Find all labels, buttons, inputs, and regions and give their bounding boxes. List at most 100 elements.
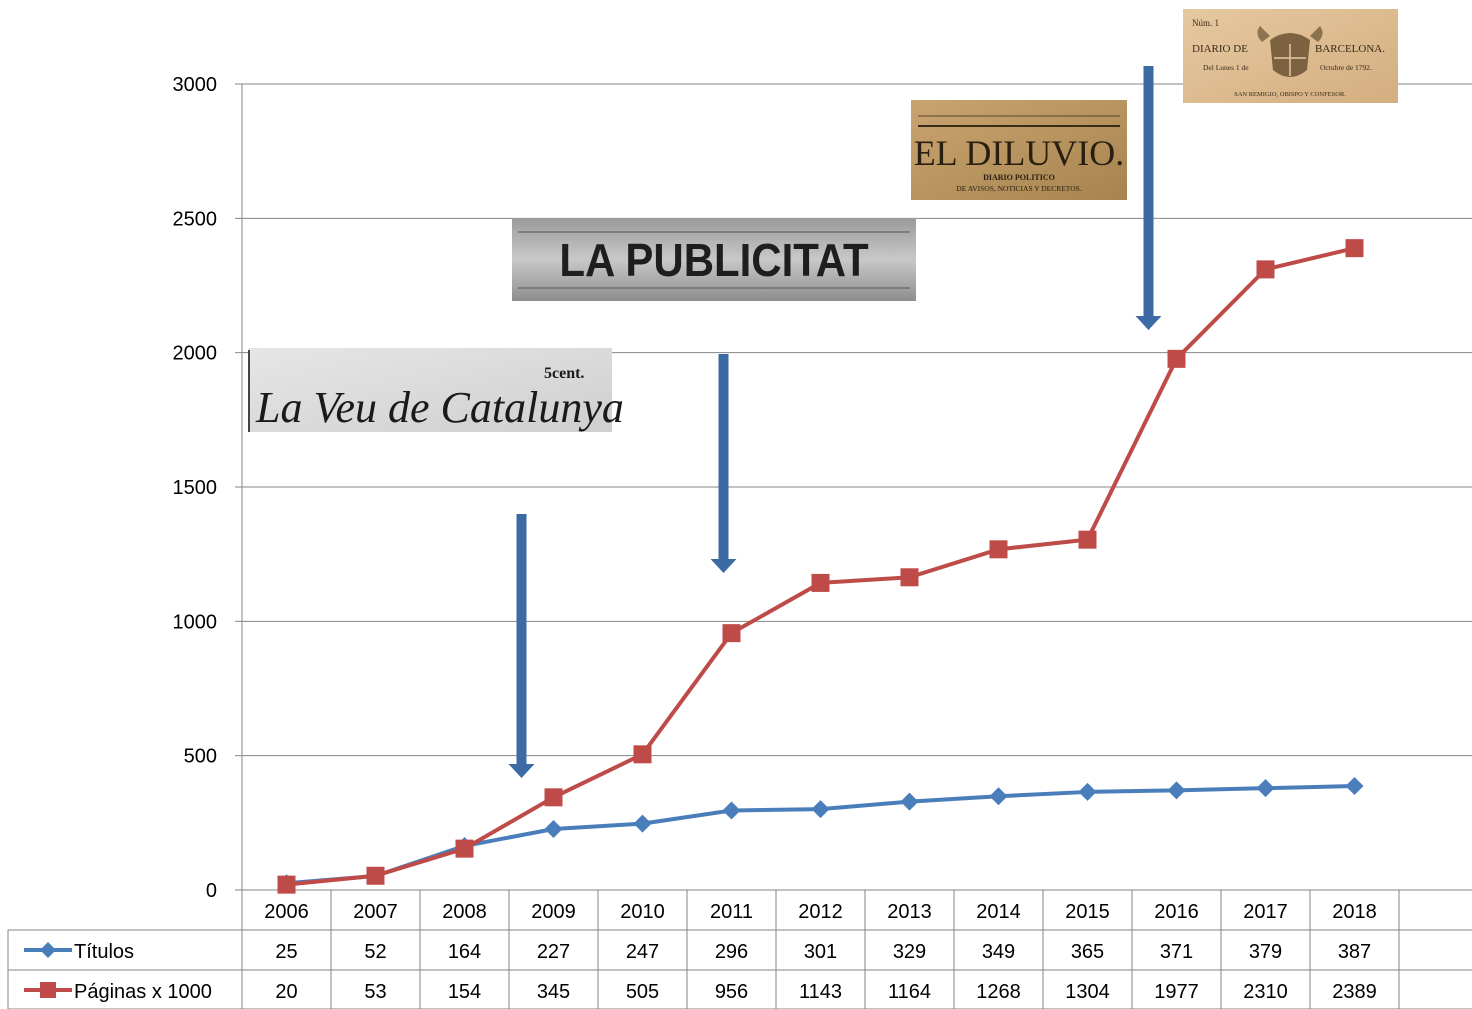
y-axis-tick-labels: 0 500 1000 1500 2000 2500 3000 [173, 74, 218, 902]
table-cell: 505 [626, 981, 659, 1003]
x-tick-label: 2011 [710, 901, 753, 923]
data-point [722, 801, 741, 820]
table-cell: 2389 [1332, 981, 1377, 1003]
table-cell: 365 [1071, 941, 1104, 963]
masthead-diario-de-barcelona: Núm. 1 DIARIO DE BARCELONA. Del Lunes 1 … [1183, 9, 1398, 103]
data-point [989, 787, 1008, 806]
arrow-head [710, 559, 737, 573]
masthead-diario-number: Núm. 1 [1192, 18, 1219, 28]
data-point [989, 540, 1008, 559]
x-tick-label: 2016 [1154, 901, 1199, 923]
y-tick-label: 3000 [173, 74, 218, 96]
arrow-shaft [1143, 66, 1154, 318]
coat-of-arms-icon [1257, 26, 1323, 77]
table-header-row: 2006 2007 2008 2009 2010 2011 2012 2013 2014 2015… [264, 901, 1377, 923]
table-cell: 329 [893, 941, 926, 963]
masthead-diario-date-right: Octubre de 1792. [1320, 63, 1372, 72]
legend-marker [40, 982, 56, 998]
table-cell: 345 [537, 981, 570, 1003]
masthead-diario-title-right: BARCELONA. [1315, 43, 1385, 55]
x-tick-label: 2010 [620, 901, 665, 923]
table-cell: 52 [364, 941, 386, 963]
x-tick-label: 2018 [1332, 901, 1377, 923]
masthead-diluvio-subtitle: DIARIO POLITICO [983, 173, 1055, 182]
x-tick-label: 2012 [798, 901, 843, 923]
data-point [1167, 781, 1186, 800]
table-grid [7, 890, 1472, 1009]
arrow-head [508, 764, 535, 778]
plot-area: 0 500 1000 1500 2000 2500 3000 [173, 74, 1472, 902]
y-tick-label: 500 [184, 746, 217, 768]
legend-item: Títulos [24, 941, 134, 963]
x-tick-label: 2013 [887, 901, 932, 923]
series [277, 239, 1364, 894]
table-cell: 227 [537, 941, 570, 963]
table-cell: 154 [448, 981, 481, 1003]
data-point [1345, 239, 1364, 258]
series [277, 777, 1364, 893]
arrow-shaft [516, 514, 527, 766]
table-cell: 1143 [799, 981, 842, 1003]
annotation-arrows [508, 66, 1162, 778]
table-cell: 20 [275, 981, 297, 1003]
data-point [633, 745, 652, 764]
table-cell: 53 [364, 981, 386, 1003]
table-cell: 25 [275, 941, 297, 963]
data-table: 2006 2007 2008 2009 2010 2011 2012 2013 2014 2015… [7, 890, 1472, 1009]
table-cell: 301 [804, 941, 837, 963]
data-point [811, 573, 830, 592]
table-cell: 2310 [1243, 981, 1288, 1003]
masthead-diario-date-left: Del Lunes 1 de [1203, 63, 1249, 72]
arrow-down-icon [710, 354, 737, 573]
arrow-down-icon [508, 514, 535, 778]
masthead-veu-title: La Veu de Catalunya [255, 383, 624, 432]
arrow-down-icon [1135, 66, 1162, 330]
table-cell: 1164 [888, 981, 931, 1003]
y-tick-label: 1000 [173, 611, 218, 633]
table-cell: 247 [626, 941, 659, 963]
legend-marker [40, 942, 56, 958]
table-cell: 956 [715, 981, 748, 1003]
masthead-diluvio-title: EL DILUVIO. [914, 133, 1125, 173]
y-tick-label: 2000 [173, 343, 218, 365]
x-tick-label: 2007 [353, 901, 398, 923]
table-cell: 164 [448, 941, 481, 963]
data-point [1167, 349, 1186, 368]
y-tick-label: 1500 [173, 477, 218, 499]
arrow-shaft [718, 354, 729, 561]
legend-item: Páginas x 1000 [24, 981, 212, 1003]
x-tick-label: 2015 [1065, 901, 1110, 923]
table-cell: 1977 [1154, 981, 1199, 1003]
data-point [811, 800, 830, 819]
table-cell: 371 [1160, 941, 1193, 963]
masthead-diario-saint: SAN REMIGIO, OBISPO Y CONFESOR. [1234, 91, 1346, 98]
masthead-la-publicitat: LA PUBLICITAT [512, 218, 916, 301]
masthead-veu-price: 5cent. [544, 365, 584, 382]
masthead-diario-title-left: DIARIO DE [1192, 43, 1248, 55]
data-point [633, 814, 652, 833]
x-tick-label: 2009 [531, 901, 576, 923]
x-tick-label: 2008 [442, 901, 487, 923]
data-point [277, 875, 296, 894]
table-cell: 1304 [1065, 981, 1110, 1003]
gridlines [235, 83, 1472, 891]
series-layer [277, 239, 1364, 894]
data-point [455, 839, 474, 858]
table-cell: 296 [715, 941, 748, 963]
table-cell: 387 [1338, 941, 1371, 963]
masthead-la-veu-de-catalunya: La Veu de Catalunya 5cent. [248, 348, 624, 432]
legend-label: Títulos [74, 941, 134, 963]
y-tick-label: 0 [206, 880, 217, 902]
data-point [900, 792, 919, 811]
x-tick-label: 2006 [264, 901, 309, 923]
x-tick-label: 2014 [976, 901, 1021, 923]
data-point [1256, 260, 1275, 279]
masthead-el-diluvio: EL DILUVIO. DIARIO POLITICO DE AVISOS, N… [911, 100, 1127, 200]
data-point [366, 866, 385, 885]
data-point [1078, 530, 1097, 549]
data-point [900, 568, 919, 587]
masthead-publicitat-title: LA PUBLICITAT [559, 235, 868, 286]
arrow-head [1135, 316, 1162, 330]
y-tick-label: 2500 [173, 208, 218, 230]
